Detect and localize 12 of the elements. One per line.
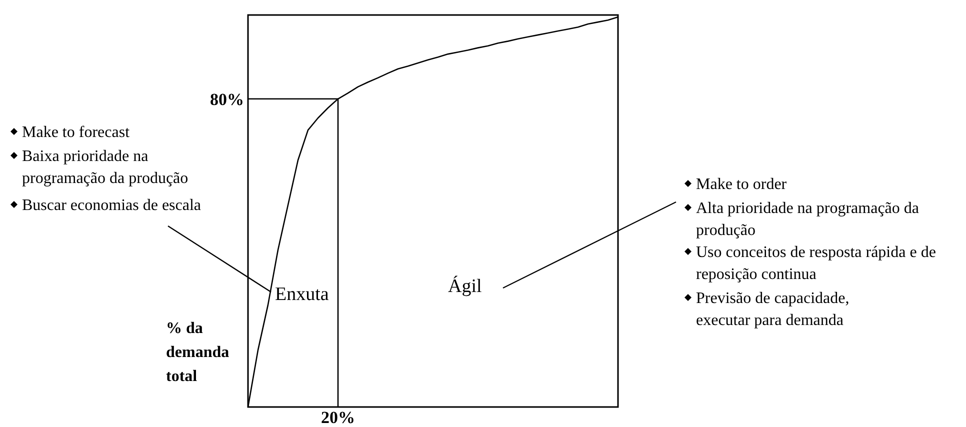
text: Alta prioridade na programação da produção [696, 200, 920, 239]
text: 20% [321, 408, 355, 427]
text: Previsão de capacidade, executar para demanda [696, 290, 850, 329]
annotation: Enxuta [275, 284, 330, 305]
text: Uso conceitos de resposta rápida e de reposição continua [696, 244, 936, 283]
text: Buscar economias de escala [22, 197, 202, 214]
text: Baixa prioridade na programação da produção [22, 148, 188, 187]
y-axis-title: % da demanda total [166, 320, 230, 385]
text: Make to forecast [22, 124, 130, 141]
text: Make to order [696, 176, 788, 193]
annotation: Ágil [448, 275, 482, 297]
text: 80% [210, 90, 244, 109]
